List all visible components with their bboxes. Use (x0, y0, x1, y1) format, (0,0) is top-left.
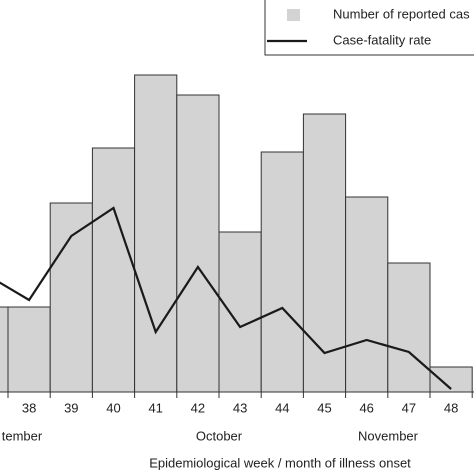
bar (7, 306, 51, 393)
legend-label: Case-fatality rate (333, 32, 431, 47)
bar (302, 113, 347, 393)
x-tick-label: 43 (233, 400, 247, 415)
x-tick-label: 42 (191, 400, 205, 415)
x-tick-label: 39 (64, 400, 78, 415)
month-label: October (196, 428, 243, 443)
legend-swatch (287, 9, 300, 21)
bar (134, 74, 178, 393)
month-label: tember (2, 428, 43, 443)
legend-label: Number of reported cas (333, 6, 470, 21)
bar (260, 151, 304, 393)
bar (49, 202, 93, 393)
x-tick-label: 40 (106, 400, 120, 415)
x-tick-label: 46 (359, 400, 373, 415)
month-label: November (358, 428, 419, 443)
bar (176, 94, 220, 393)
x-tick-label: 41 (148, 400, 162, 415)
x-tick-label: 48 (444, 400, 458, 415)
x-axis-title: Epidemiological week / month of illness … (149, 455, 411, 470)
bar (218, 231, 262, 393)
bar (345, 196, 389, 393)
bar (387, 262, 431, 393)
x-tick-label: 38 (22, 400, 36, 415)
bar (0, 306, 9, 393)
x-tick-label: 45 (317, 400, 331, 415)
x-tick-label: 44 (275, 400, 289, 415)
bar (91, 147, 136, 393)
fatality-line (0, 206, 452, 390)
x-tick-label: 47 (402, 400, 416, 415)
